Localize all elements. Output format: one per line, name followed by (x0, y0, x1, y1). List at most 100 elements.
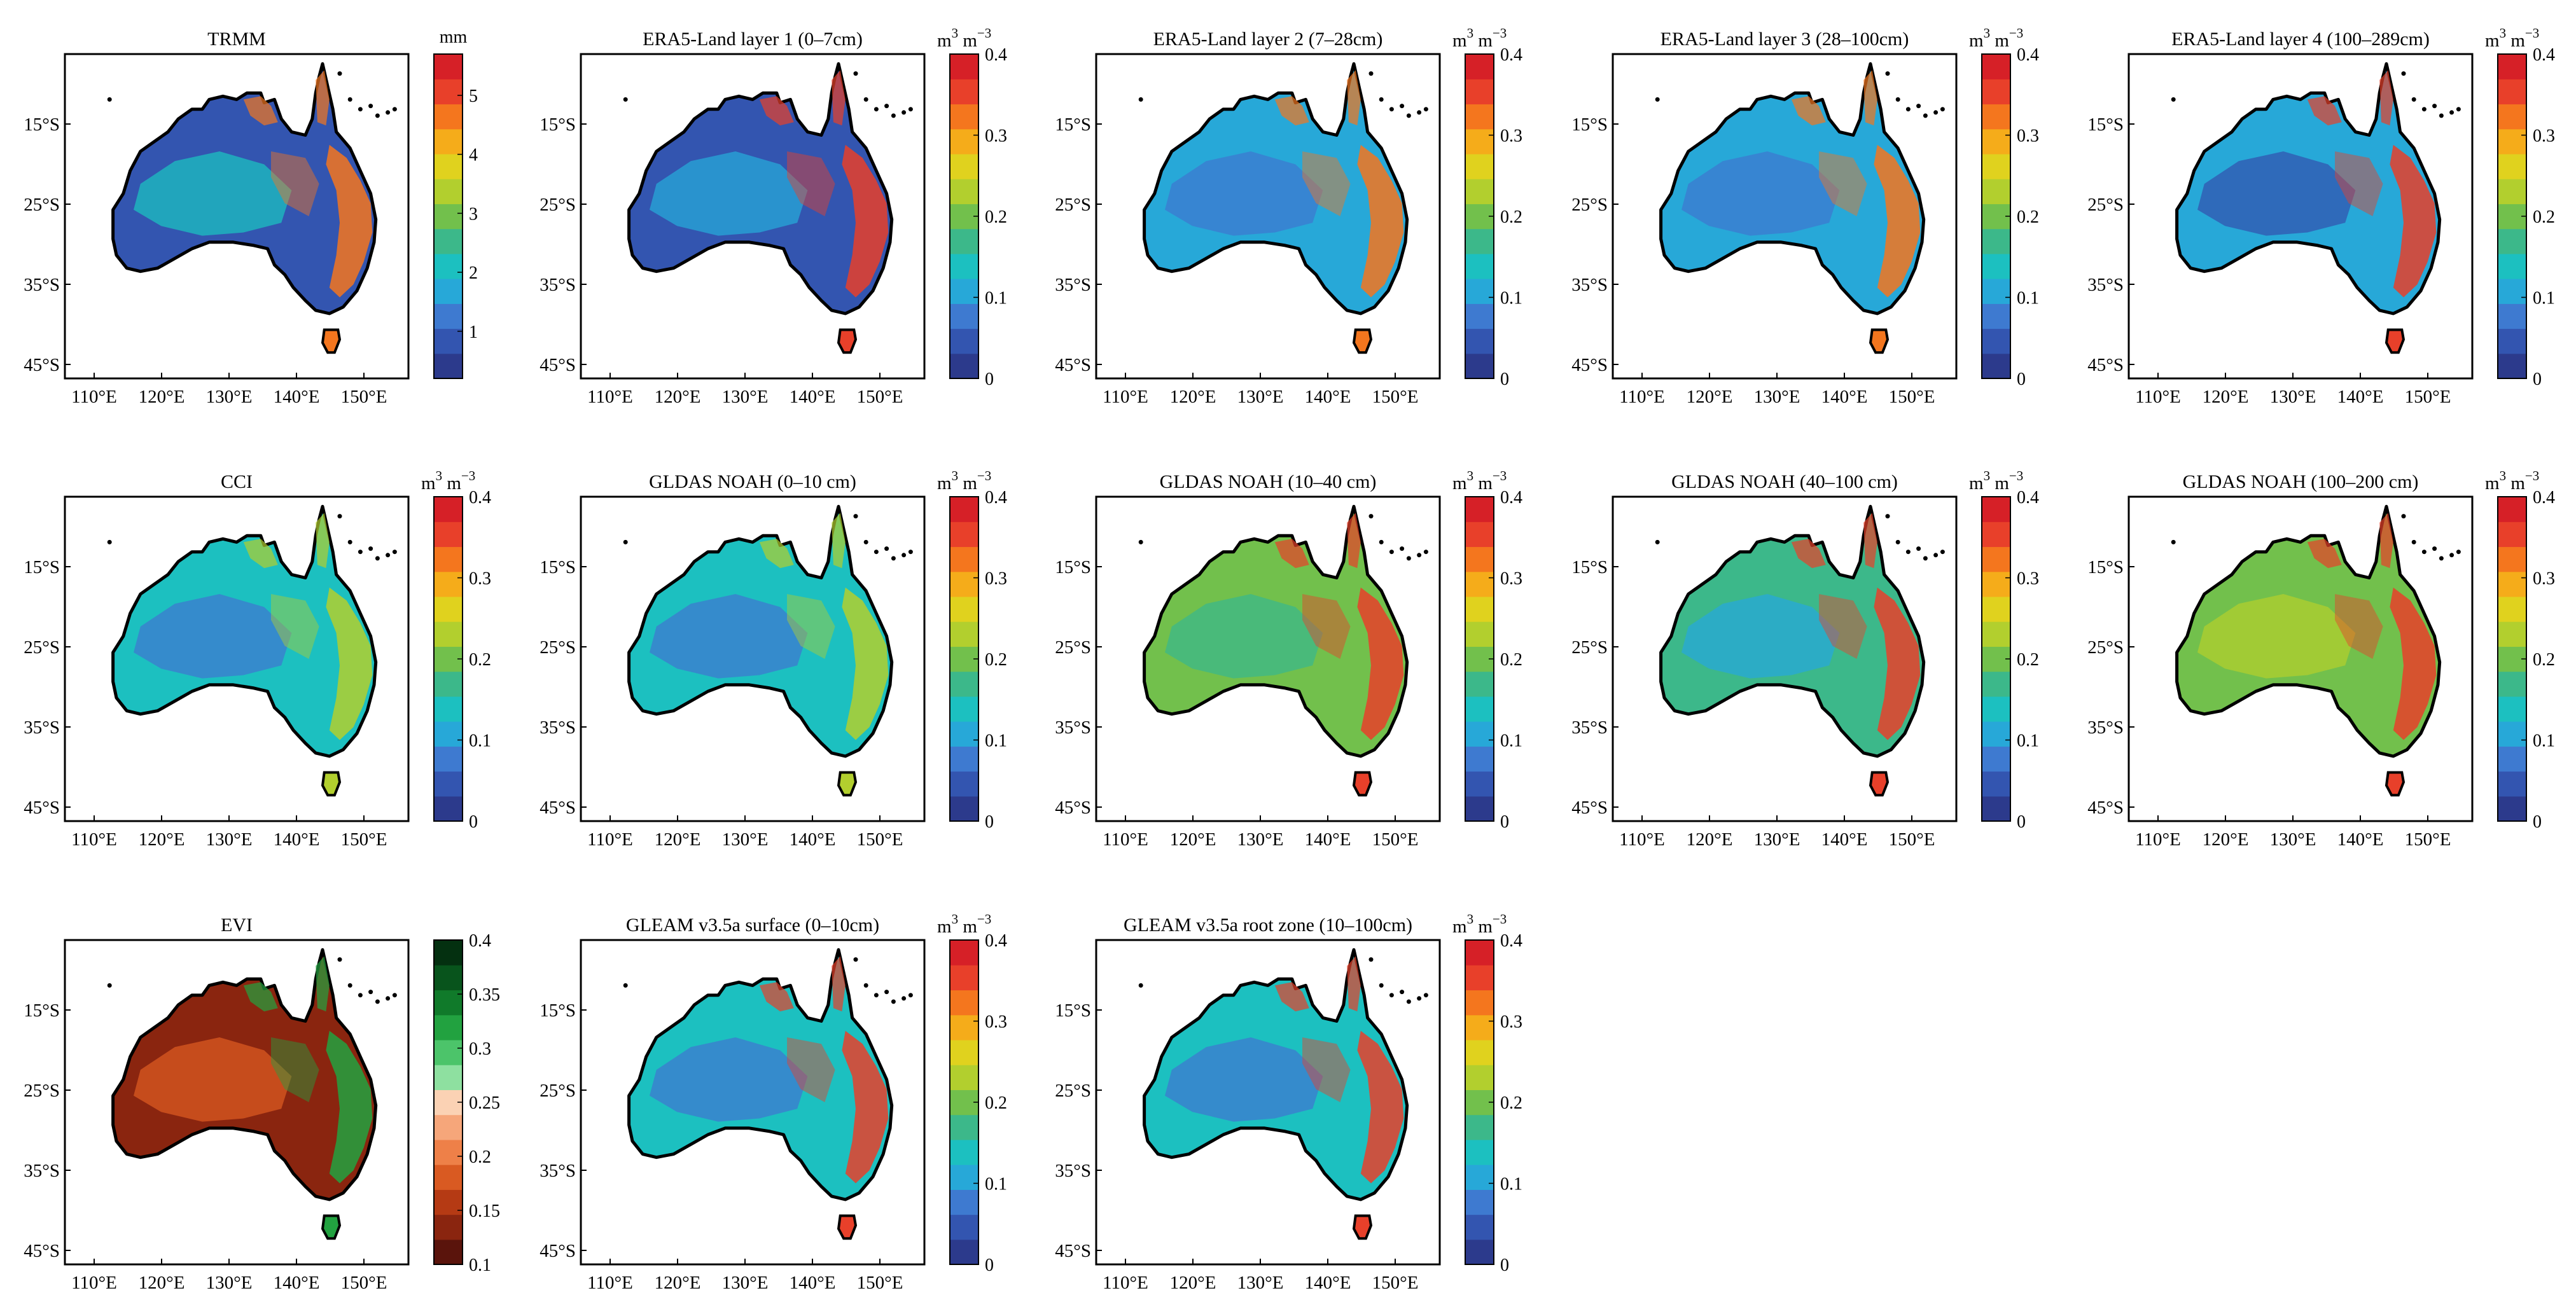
island-mark (1389, 107, 1394, 112)
island-mark (908, 107, 913, 112)
map-panel: GLDAS NOAH (100–200 cm) 110°E 120°E 130°E 14… (2087, 468, 2555, 850)
north-region (759, 982, 794, 1012)
panel-title: GLDAS NOAH (10–40 cm) (1160, 471, 1377, 492)
north-region (1274, 539, 1309, 569)
inland-region (134, 151, 292, 236)
colorbar-unit-part: m (937, 473, 952, 494)
colorbar-swatch (1465, 303, 1494, 329)
colorbar-tick-label: 0.4 (985, 931, 1007, 951)
colorbar-swatch (1982, 696, 2010, 722)
colorbar-swatch (2498, 303, 2526, 329)
x-tick-label: 140°E (1821, 829, 1868, 850)
colorbar-swatch (950, 303, 978, 329)
tasmania-shape (837, 771, 858, 797)
x-tick-label: 110°E (71, 829, 117, 850)
x-tick-label: 110°E (71, 1273, 117, 1293)
colorbar-swatch (434, 228, 463, 254)
colorbar-tick-label: 0.1 (985, 1175, 1007, 1194)
colorbar-swatch (2498, 79, 2526, 105)
x-tick-label: 150°E (341, 387, 387, 407)
island-mark (2421, 107, 2426, 112)
x-tick-label: 110°E (1103, 387, 1148, 407)
island-mark (392, 550, 397, 555)
colorbar-unit-part: m (1473, 916, 1493, 937)
map-panel: GLEAM v3.5a surface (0–10cm) 110°E 120°E 13… (540, 911, 1007, 1293)
y-tick-label: 45°S (540, 1241, 576, 1261)
x-tick-label: 130°E (722, 1273, 769, 1293)
island-mark (902, 110, 907, 115)
inland-region (650, 594, 808, 679)
colorbar-swatch (2498, 721, 2526, 747)
colorbar-unit-part: m (2506, 31, 2525, 51)
map-panel: ERA5-Land layer 2 (7–28cm) 110°E 120°E 130°… (1055, 25, 1522, 407)
cape-york-region (1863, 513, 1877, 569)
island-mark (1905, 550, 1911, 555)
colorbar-tick-label: 0.3 (1500, 569, 1522, 589)
colorbar-tick-label: 0 (1500, 812, 1509, 832)
colorbar-tick-label: 0.1 (1500, 289, 1522, 308)
colorbar-unit: m3 m−3 (937, 25, 991, 51)
colorbar-unit-part: m (958, 916, 977, 937)
panel-title: ERA5-Land layer 1 (0–7cm) (643, 29, 863, 50)
x-tick-label: 130°E (722, 387, 769, 407)
north-region (243, 982, 278, 1012)
colorbar-tick-label: 0.4 (469, 488, 491, 508)
plot-frame (1095, 939, 1441, 1266)
island-mark (2171, 97, 2176, 102)
colorbar-swatch (1982, 153, 2010, 179)
plot-frame (580, 495, 926, 822)
island-mark (1368, 957, 1374, 962)
inland-east-region (271, 594, 319, 659)
plot-frame (2127, 53, 2474, 380)
colorbar-unit: m3 m−3 (1969, 25, 2023, 51)
colorbar-swatch (434, 1189, 463, 1215)
colorbar-swatch (950, 546, 978, 572)
island-mark (863, 983, 868, 988)
map-panel: ERA5-Land layer 3 (28–100cm) 110°E 120°E 13… (1571, 25, 2039, 407)
island-mark (375, 999, 380, 1004)
colorbar-tick-label: 0.1 (985, 731, 1007, 751)
island-mark (853, 71, 858, 76)
island-mark (386, 553, 391, 558)
north-region (1791, 96, 1826, 126)
island-mark (358, 550, 363, 555)
x-tick-label: 130°E (206, 387, 253, 407)
y-tick-label: 45°S (1571, 798, 1608, 818)
island-mark (2432, 104, 2437, 109)
island-mark (1368, 514, 1374, 519)
map-panel: CCI 110°E 120°E 130°E 140°E 150°E 15°S 25°S 35°S… (24, 468, 491, 850)
tasmania-shape (321, 328, 342, 354)
inland-east-region (271, 151, 319, 216)
x-tick-label: 120°E (2203, 387, 2249, 407)
colorbar-unit-part: −3 (1493, 25, 1507, 41)
x-tick-label: 150°E (1372, 387, 1419, 407)
north-region (759, 539, 794, 569)
colorbar-unit-part: 3 (952, 468, 959, 483)
x-tick-label: 150°E (341, 829, 387, 850)
colorbar-swatch (434, 353, 463, 379)
colorbar-unit: m3 m−3 (421, 468, 475, 494)
colorbar-swatch (434, 621, 463, 647)
colorbar-tick-label: 0.2 (985, 207, 1007, 227)
map-panel: EVI 110°E 120°E 130°E 140°E 150°E 15°S 25°S 35°S… (24, 915, 500, 1293)
island-mark (337, 71, 342, 76)
colorbar-swatch (950, 228, 978, 254)
plot-frame (64, 939, 410, 1266)
tasmania-shape (1869, 328, 1890, 354)
colorbar-unit-part: m (958, 31, 977, 51)
island-mark (1933, 110, 1939, 115)
east-coast-region (1357, 144, 1404, 298)
island-mark (902, 553, 907, 558)
colorbar-swatch (1465, 104, 1494, 130)
x-tick-label: 150°E (1372, 829, 1419, 850)
colorbar-swatch (2498, 746, 2526, 772)
colorbar-swatch (1982, 128, 2010, 155)
island-mark (1423, 550, 1428, 555)
y-tick-label: 45°S (1571, 355, 1608, 375)
island-mark (884, 104, 889, 109)
plot-frame (64, 495, 410, 822)
inland-region (1165, 1037, 1323, 1122)
colorbar-tick-label: 0.3 (469, 569, 491, 589)
island-mark (891, 556, 896, 561)
colorbar-swatch (2498, 54, 2526, 80)
